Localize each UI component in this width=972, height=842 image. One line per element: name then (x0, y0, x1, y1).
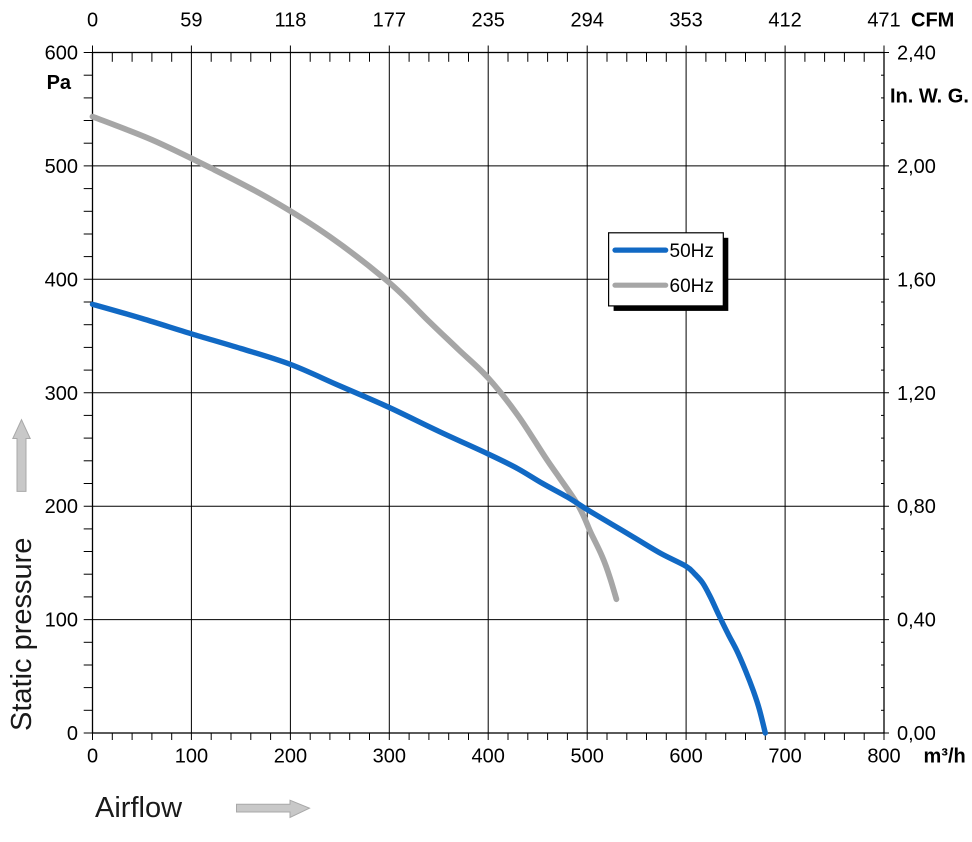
svg-text:CFM: CFM (911, 10, 954, 32)
svg-text:500: 500 (45, 156, 78, 178)
svg-text:0: 0 (87, 746, 98, 768)
svg-text:353: 353 (669, 10, 702, 32)
svg-text:Pa: Pa (47, 72, 72, 94)
svg-text:400: 400 (472, 746, 505, 768)
svg-text:471: 471 (867, 10, 900, 32)
svg-text:0,80: 0,80 (897, 496, 936, 518)
svg-text:0,00: 0,00 (897, 723, 936, 745)
svg-text:800: 800 (867, 746, 900, 768)
svg-text:2,00: 2,00 (897, 156, 936, 178)
svg-text:300: 300 (373, 746, 406, 768)
svg-text:m³/h: m³/h (924, 746, 966, 768)
svg-text:412: 412 (768, 10, 801, 32)
svg-text:700: 700 (768, 746, 801, 768)
svg-text:50Hz: 50Hz (670, 241, 714, 262)
svg-text:60Hz: 60Hz (670, 276, 714, 297)
svg-text:200: 200 (45, 496, 78, 518)
svg-text:118: 118 (274, 10, 306, 32)
svg-text:200: 200 (274, 746, 307, 768)
svg-text:100: 100 (175, 746, 208, 768)
svg-text:177: 177 (373, 10, 406, 32)
svg-text:500: 500 (571, 746, 604, 768)
svg-text:600: 600 (45, 43, 78, 65)
svg-text:400: 400 (45, 269, 78, 291)
svg-text:300: 300 (45, 383, 78, 405)
svg-text:0,40: 0,40 (897, 610, 936, 632)
svg-text:In. W. G.: In. W. G. (890, 86, 969, 108)
svg-text:Static pressure: Static pressure (6, 538, 38, 731)
svg-text:0: 0 (67, 723, 78, 745)
svg-text:2,40: 2,40 (897, 43, 936, 65)
svg-text:Airflow: Airflow (95, 792, 183, 824)
svg-text:0: 0 (87, 10, 98, 32)
svg-text:235: 235 (472, 10, 505, 32)
svg-text:294: 294 (571, 10, 604, 32)
svg-text:600: 600 (669, 746, 702, 768)
svg-text:59: 59 (180, 10, 202, 32)
svg-text:1,20: 1,20 (897, 383, 936, 405)
svg-text:1,60: 1,60 (897, 269, 936, 291)
svg-text:100: 100 (45, 610, 78, 632)
